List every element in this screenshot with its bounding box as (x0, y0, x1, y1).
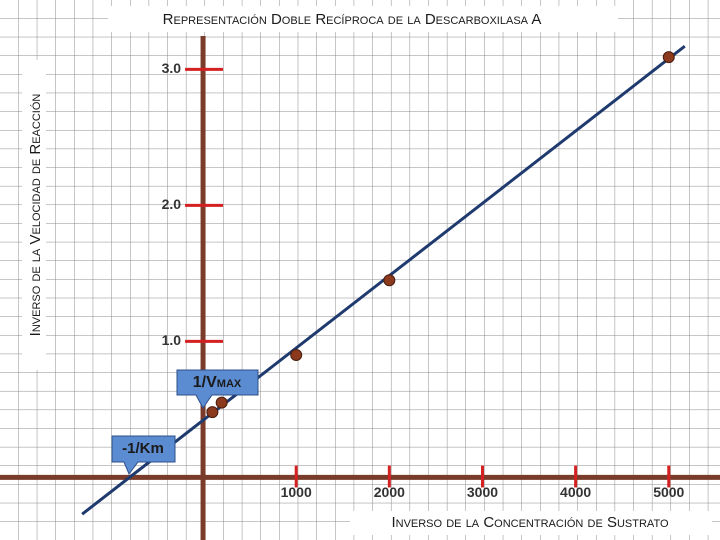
title-box (108, 6, 618, 32)
x-axis-label: Inverso de la Concentración de Sustrato (391, 514, 669, 531)
x-tick-label: 5000 (653, 484, 684, 500)
callout (111, 435, 176, 475)
annotation: 1/Vmax (193, 374, 242, 391)
y-tick-label: 3.0 (162, 60, 182, 76)
data-point (383, 274, 396, 287)
data-point (206, 406, 219, 419)
data-point (290, 349, 303, 362)
callout (176, 369, 259, 409)
data-point (662, 51, 675, 64)
annotation-vmax: 1/Vmax (176, 369, 259, 409)
y-tick-label: 2.0 (162, 196, 182, 212)
annotation-km: -1/Km (111, 435, 176, 475)
data-point (215, 396, 228, 409)
x-tick-label: 1000 (281, 484, 312, 500)
chart-title: Representación Doble Recíproca de la Des… (163, 11, 542, 28)
x-label-box (350, 511, 712, 535)
y-label-box (22, 60, 46, 370)
x-tick-label: 2000 (374, 484, 405, 500)
annotation: -1/Km (122, 440, 164, 457)
y-tick-label: 1.0 (162, 332, 182, 348)
y-axis-label: Inverso de la Velocidad de Reacción (27, 94, 44, 337)
x-tick-label: 4000 (560, 484, 591, 500)
x-tick-label: 3000 (467, 484, 498, 500)
